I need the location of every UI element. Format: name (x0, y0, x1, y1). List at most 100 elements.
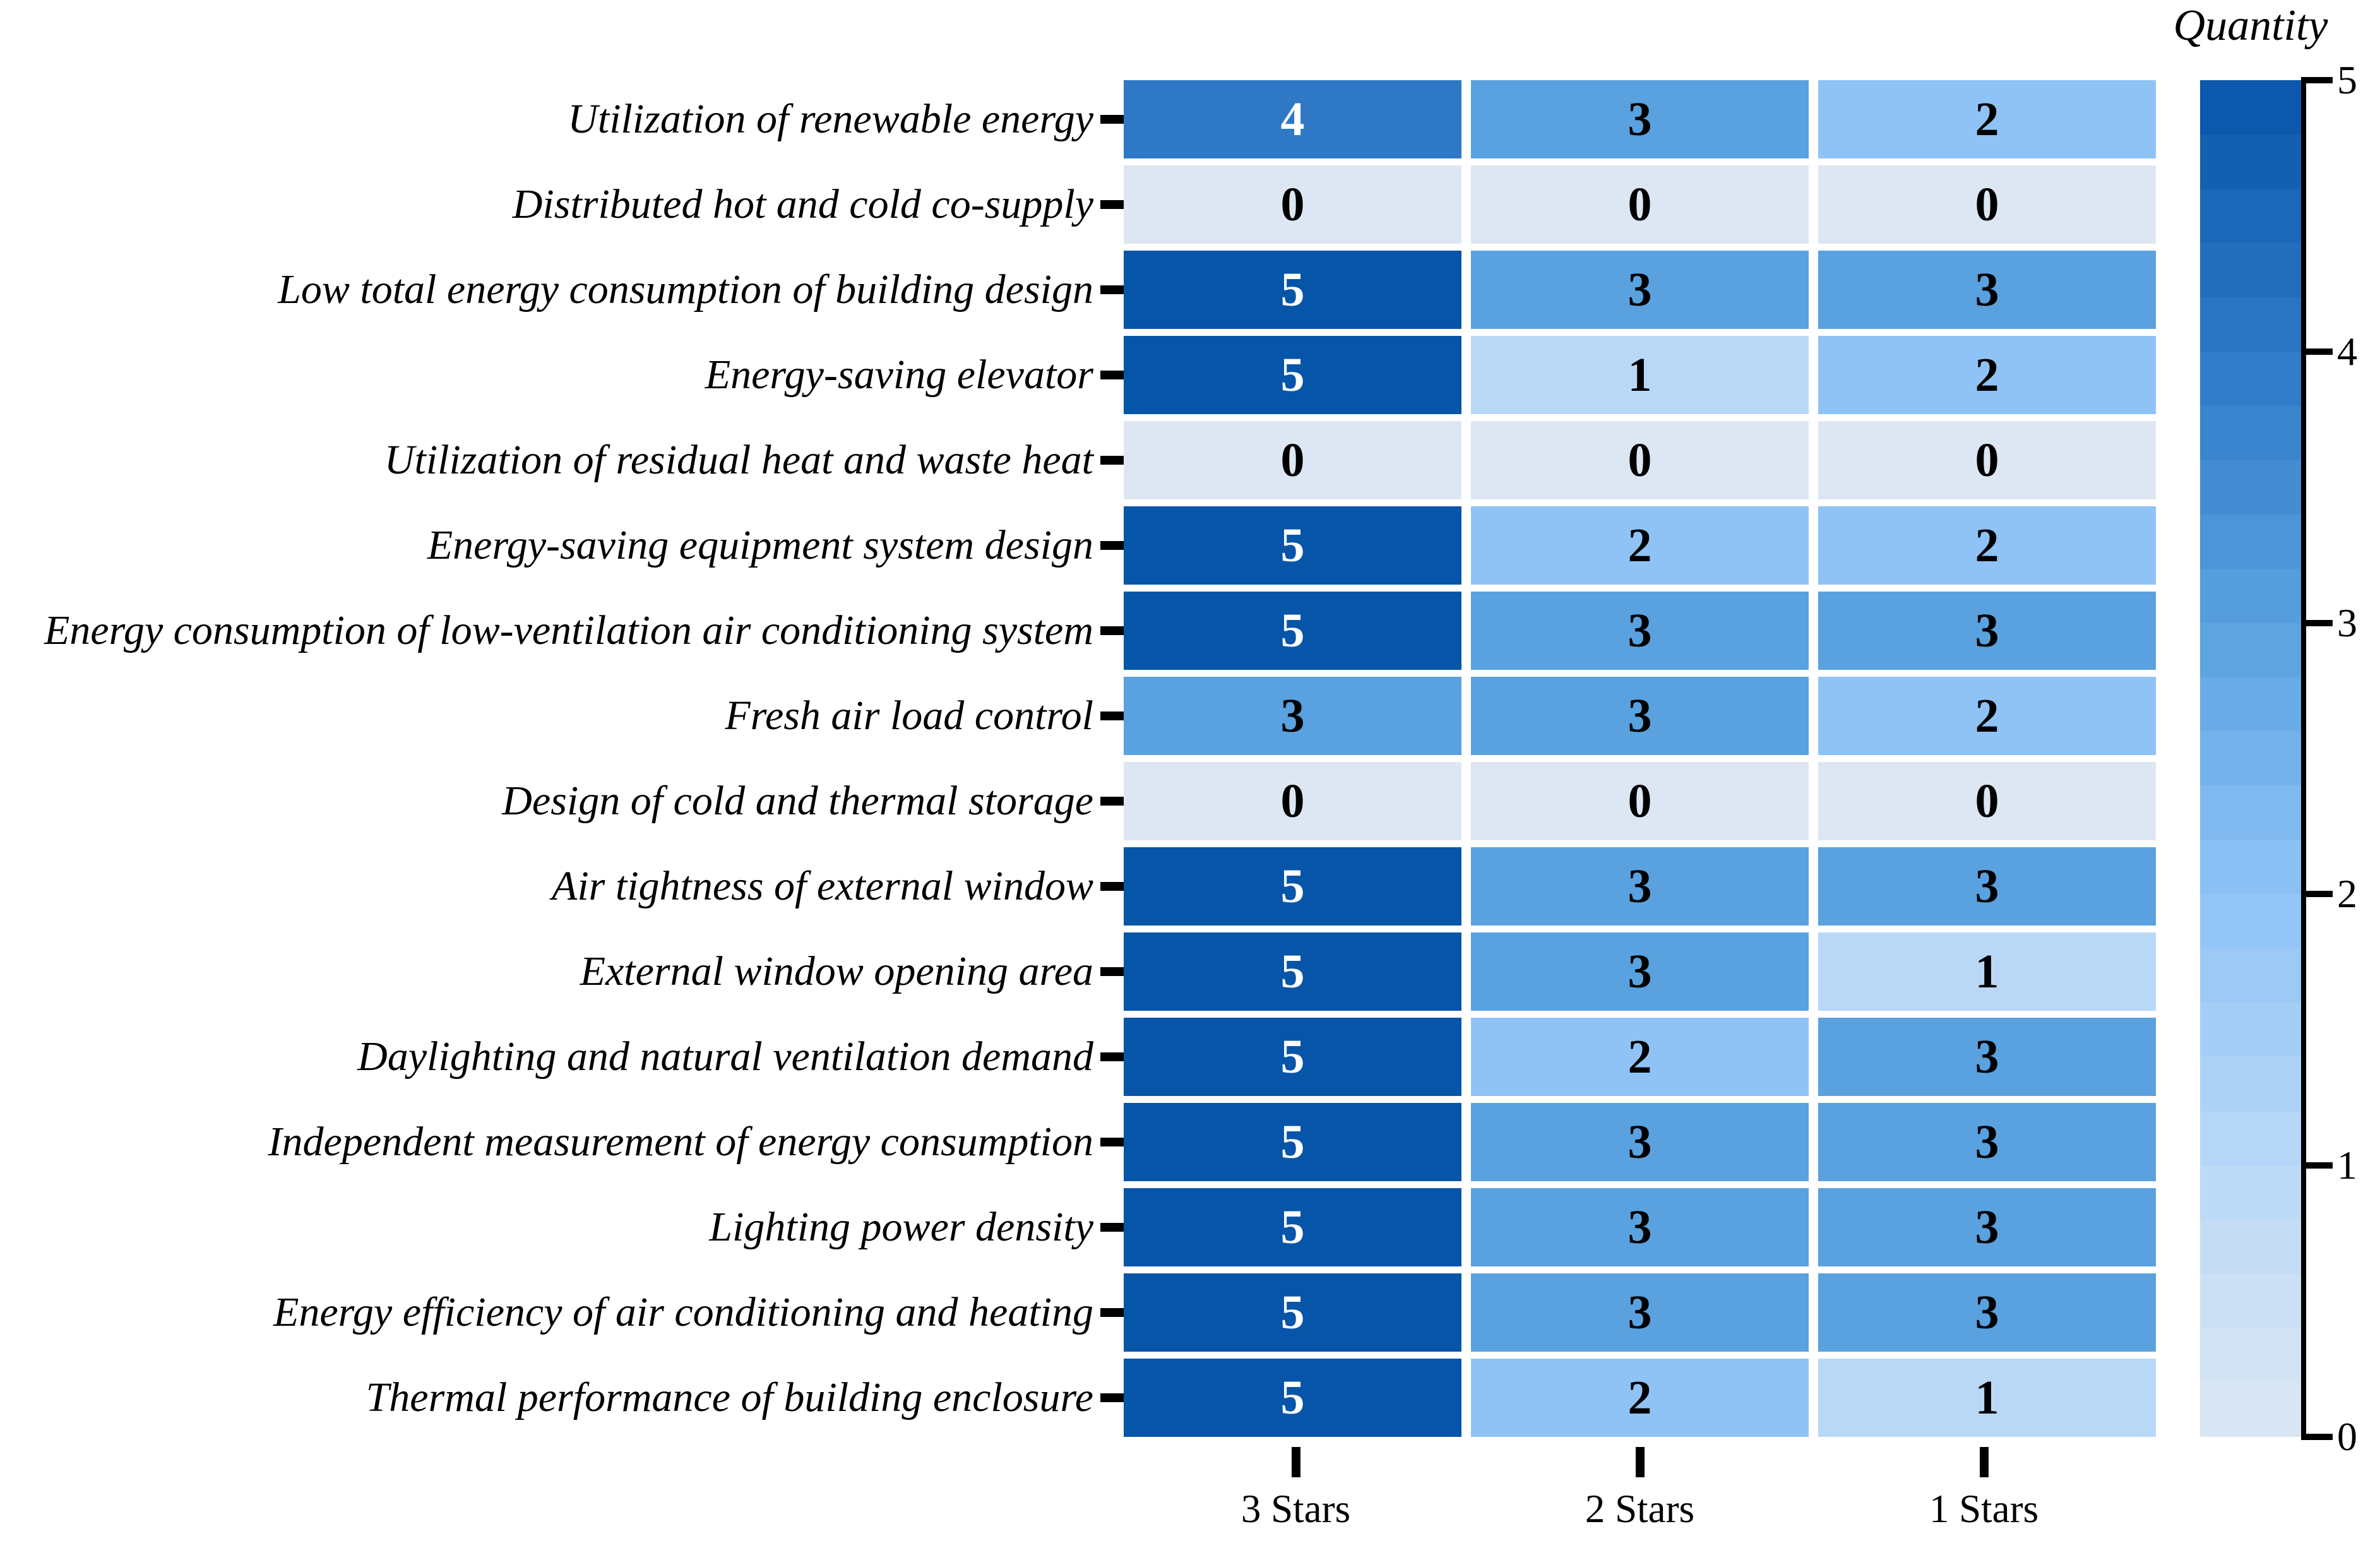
cell-value: 3 (1975, 1286, 1999, 1339)
heatmap-cell: 3 (1818, 1273, 2156, 1352)
heatmap-cell: 5 (1124, 1359, 1461, 1437)
y-tick-row (1100, 1188, 1129, 1266)
heatmap-cell: 5 (1124, 251, 1461, 329)
heatmap-cell: 5 (1124, 1273, 1461, 1352)
colorbar-tick-label: 3 (2337, 600, 2357, 645)
heatmap-cell: 2 (1471, 506, 1809, 585)
y-tick-row (1100, 80, 1129, 158)
y-tick-mark (1100, 285, 1129, 294)
x-tick-mark (1291, 1447, 1300, 1477)
colorbar-band (2200, 1220, 2301, 1274)
heatmap-cell: 3 (1471, 1188, 1809, 1266)
cell-value: 3 (1627, 945, 1652, 998)
heatmap-cell: 2 (1818, 80, 2156, 158)
row-label: Distributed hot and cold co-supply (512, 181, 1093, 227)
heatmap-cell: 0 (1818, 421, 2156, 499)
row-label: Daylighting and natural ventilation dema… (357, 1033, 1093, 1080)
cell-value: 0 (1627, 178, 1652, 231)
heatmap-cell: 0 (1471, 762, 1809, 840)
colorbar-tick-label: 5 (2337, 57, 2357, 102)
cell-value: 1 (1975, 945, 1999, 998)
row-label: Energy efficiency of air conditioning an… (273, 1289, 1093, 1335)
colorbar-band (2200, 1165, 2301, 1220)
y-tick-mark (1100, 1223, 1129, 1232)
y-tick-row (1100, 1103, 1129, 1181)
cell-value: 2 (1627, 1030, 1652, 1083)
colorbar-tick-label: 2 (2337, 871, 2357, 917)
cell-value: 2 (1975, 519, 1999, 572)
cell-value: 0 (1280, 178, 1305, 231)
heatmap-cell: 3 (1471, 1273, 1809, 1352)
y-tick-mark (1100, 1308, 1129, 1317)
cell-value: 0 (1975, 434, 1999, 487)
x-axis-ticks (1124, 1447, 2156, 1477)
cell-value: 5 (1280, 945, 1305, 998)
heatmap-cell: 2 (1471, 1359, 1809, 1437)
cell-value: 2 (1975, 348, 1999, 402)
colorbar-tick-mark (2301, 348, 2333, 355)
cell-value: 5 (1280, 1116, 1305, 1169)
cell-value: 3 (1975, 1201, 1999, 1254)
y-tick-row (1100, 592, 1129, 670)
cell-value: 5 (1280, 348, 1305, 402)
row-label: Fresh air load control (725, 693, 1093, 739)
y-tick-mark (1100, 200, 1129, 209)
y-tick-mark (1100, 541, 1129, 550)
cell-value: 1 (1627, 348, 1652, 402)
cell-value: 5 (1280, 860, 1305, 913)
colorbar-tick-mark (2301, 1434, 2333, 1440)
heatmap-cell: 3 (1818, 1188, 2156, 1266)
cell-value: 5 (1280, 1371, 1305, 1424)
heatmap-cell: 2 (1818, 677, 2156, 755)
colorbar-axis-line (2301, 77, 2306, 1440)
cell-value: 4 (1280, 93, 1305, 146)
colorbar-band (2200, 351, 2301, 406)
cell-value: 3 (1280, 689, 1305, 742)
colorbar-tick-label: 1 (2337, 1143, 2357, 1188)
heatmap-cell: 1 (1818, 932, 2156, 1011)
heatmap-cell: 5 (1124, 847, 1461, 926)
y-tick-row (1100, 762, 1129, 840)
heatmap-cell: 3 (1818, 1103, 2156, 1181)
heatmap-cell: 1 (1818, 1359, 2156, 1437)
colorbar-tick-label: 0 (2337, 1414, 2357, 1459)
x-axis-label: 1 Stars (1929, 1487, 2039, 1531)
cell-value: 2 (1627, 1371, 1652, 1424)
y-tick-mark (1100, 797, 1129, 806)
colorbar-band (2200, 1057, 2301, 1112)
colorbar-band (2200, 80, 2301, 134)
heatmap-cell: 0 (1124, 165, 1461, 244)
colorbar-band (2200, 677, 2301, 732)
colorbar-tick-mark (2301, 1162, 2333, 1169)
heatmap-cell: 3 (1124, 677, 1461, 755)
x-axis-label: 2 Stars (1585, 1487, 1695, 1531)
colorbar-band (2200, 840, 2301, 895)
cell-value: 1 (1975, 1371, 1999, 1424)
cell-value: 5 (1280, 263, 1305, 316)
y-tick-row (1100, 421, 1129, 499)
cell-value: 3 (1627, 1116, 1652, 1169)
y-tick-row (1100, 336, 1129, 414)
row-label: Air tightness of external window (552, 863, 1093, 909)
colorbar-band (2200, 242, 2301, 297)
colorbar-tick-mark (2301, 891, 2333, 898)
heatmap-cell: 3 (1471, 677, 1809, 755)
heatmap-cell: 3 (1818, 847, 2156, 926)
cell-value: 3 (1627, 93, 1652, 146)
heatmap-cell: 0 (1818, 165, 2156, 244)
heatmap-cell: 5 (1124, 1188, 1461, 1266)
heatmap-cell: 2 (1471, 1018, 1809, 1096)
cell-value: 5 (1280, 1201, 1305, 1254)
row-label: Energy consumption of low-ventilation ai… (44, 607, 1093, 653)
heatmap-cell: 0 (1818, 762, 2156, 840)
y-tick-mark (1100, 371, 1129, 379)
row-label: Low total energy consumption of building… (278, 266, 1093, 313)
heatmap-cell: 3 (1471, 251, 1809, 329)
heatmap-cell: 3 (1471, 592, 1809, 670)
x-tick-mark (1979, 1447, 1989, 1477)
heatmap-cell: 5 (1124, 1018, 1461, 1096)
colorbar-band (2200, 894, 2301, 949)
colorbar-band (2200, 1273, 2301, 1328)
colorbar-band (2200, 1111, 2301, 1166)
